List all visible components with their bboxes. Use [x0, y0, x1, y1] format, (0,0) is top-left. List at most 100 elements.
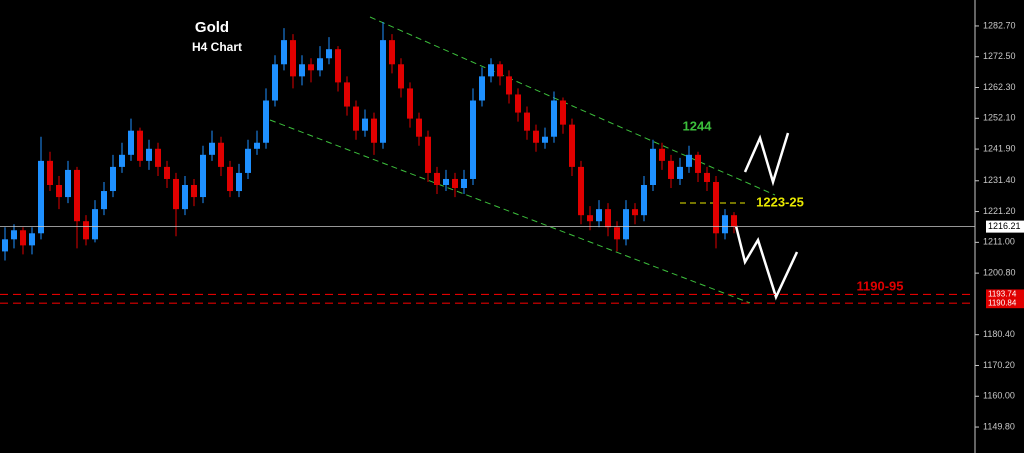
- level-label: 1190.84: [988, 298, 1017, 307]
- candle-body: [614, 227, 620, 240]
- candle-body: [38, 160, 44, 234]
- candle-body: [371, 118, 377, 143]
- candle-body: [101, 191, 107, 210]
- annotation: 1190-95: [857, 278, 904, 293]
- candle-body: [470, 100, 476, 179]
- candle-body: [83, 221, 89, 240]
- y-tick-label: 1252.10: [983, 113, 1016, 123]
- candle-body: [659, 148, 665, 161]
- candle-body: [20, 230, 26, 246]
- y-tick-label: 1211.00: [983, 237, 1015, 247]
- channel-upper: [369, 16, 776, 196]
- candle-body: [407, 88, 413, 119]
- candle-body: [668, 160, 674, 179]
- candle-body: [677, 166, 683, 179]
- candle-body: [191, 185, 197, 198]
- candle-body: [686, 154, 692, 167]
- candle-body: [344, 82, 350, 107]
- candle-body: [227, 166, 233, 192]
- candle-body: [92, 209, 98, 240]
- candle-body: [569, 124, 575, 167]
- y-tick-label: 1262.30: [983, 82, 1016, 92]
- candle-body: [353, 106, 359, 131]
- zigzag-down: [733, 221, 799, 301]
- candle-body: [560, 100, 566, 125]
- candle-body: [245, 148, 251, 173]
- zigzag-up: [743, 132, 790, 187]
- annotation: 1223-25: [756, 194, 804, 209]
- candle-body: [218, 142, 224, 167]
- candle-body: [110, 166, 116, 192]
- candle-body: [488, 64, 494, 77]
- candle-body: [524, 112, 530, 131]
- candle-body: [479, 76, 485, 101]
- y-tick-label: 1200.80: [983, 268, 1016, 278]
- candle-body: [461, 178, 467, 189]
- candle-body: [65, 169, 71, 198]
- candle-body: [497, 64, 503, 77]
- y-tick-label: 1160.00: [983, 391, 1015, 401]
- candle-body: [389, 40, 395, 65]
- candle-body: [632, 209, 638, 216]
- price-box: [986, 220, 1024, 233]
- candle-body: [362, 118, 368, 131]
- candle-body: [47, 160, 53, 186]
- candle-body: [200, 154, 206, 198]
- candle-body: [236, 172, 242, 192]
- candle-body: [74, 169, 80, 222]
- candle-body: [182, 185, 188, 210]
- candle-body: [2, 239, 8, 252]
- level-box: [986, 298, 1024, 309]
- chart-title: Gold: [195, 19, 229, 36]
- candle-body: [713, 181, 719, 234]
- price-label: 1216.21: [988, 221, 1021, 231]
- candle-body: [335, 49, 341, 83]
- candle-body: [641, 185, 647, 216]
- y-tick-label: 1231.40: [983, 175, 1016, 185]
- candle-body: [587, 215, 593, 222]
- channel-lower: [269, 119, 751, 304]
- y-tick-label: 1221.20: [983, 206, 1016, 216]
- candle-body: [515, 94, 521, 113]
- candle-body: [551, 100, 557, 137]
- candle-body: [533, 130, 539, 143]
- level-box: [986, 289, 1024, 300]
- annotation: 1244: [683, 118, 713, 133]
- y-tick-label: 1170.20: [983, 360, 1015, 370]
- candle-body: [137, 130, 143, 161]
- candle-body: [506, 76, 512, 95]
- candle-body: [443, 178, 449, 186]
- candle-body: [605, 209, 611, 228]
- candle-body: [29, 233, 35, 246]
- y-tick-label: 1282.70: [983, 20, 1016, 30]
- candle-body: [290, 40, 296, 77]
- candle-body: [272, 64, 278, 101]
- candle-body: [596, 209, 602, 222]
- candle-body: [731, 215, 737, 227]
- candle-body: [146, 148, 152, 161]
- candle-body: [173, 178, 179, 210]
- chart-subtitle: H4 Chart: [192, 40, 242, 54]
- candle-body: [650, 148, 656, 186]
- y-tick-label: 1149.80: [983, 421, 1015, 431]
- candle-body: [254, 142, 260, 149]
- candle-body: [326, 49, 332, 59]
- level-label: 1193.74: [988, 290, 1017, 299]
- candle-body: [155, 148, 161, 167]
- candle-body: [11, 230, 17, 240]
- candle-body: [542, 136, 548, 143]
- y-tick-label: 1272.50: [983, 51, 1016, 61]
- candle-body: [452, 178, 458, 189]
- candle-body: [164, 166, 170, 179]
- candle-body: [695, 154, 701, 173]
- candle-body: [281, 40, 287, 65]
- y-tick-label: 1241.90: [983, 143, 1016, 153]
- candle-body: [209, 142, 215, 155]
- candle-body: [398, 64, 404, 89]
- candle-body: [299, 64, 305, 77]
- candle-body: [434, 172, 440, 186]
- candle-body: [317, 58, 323, 71]
- candle-body: [119, 154, 125, 167]
- candle-body: [56, 185, 62, 198]
